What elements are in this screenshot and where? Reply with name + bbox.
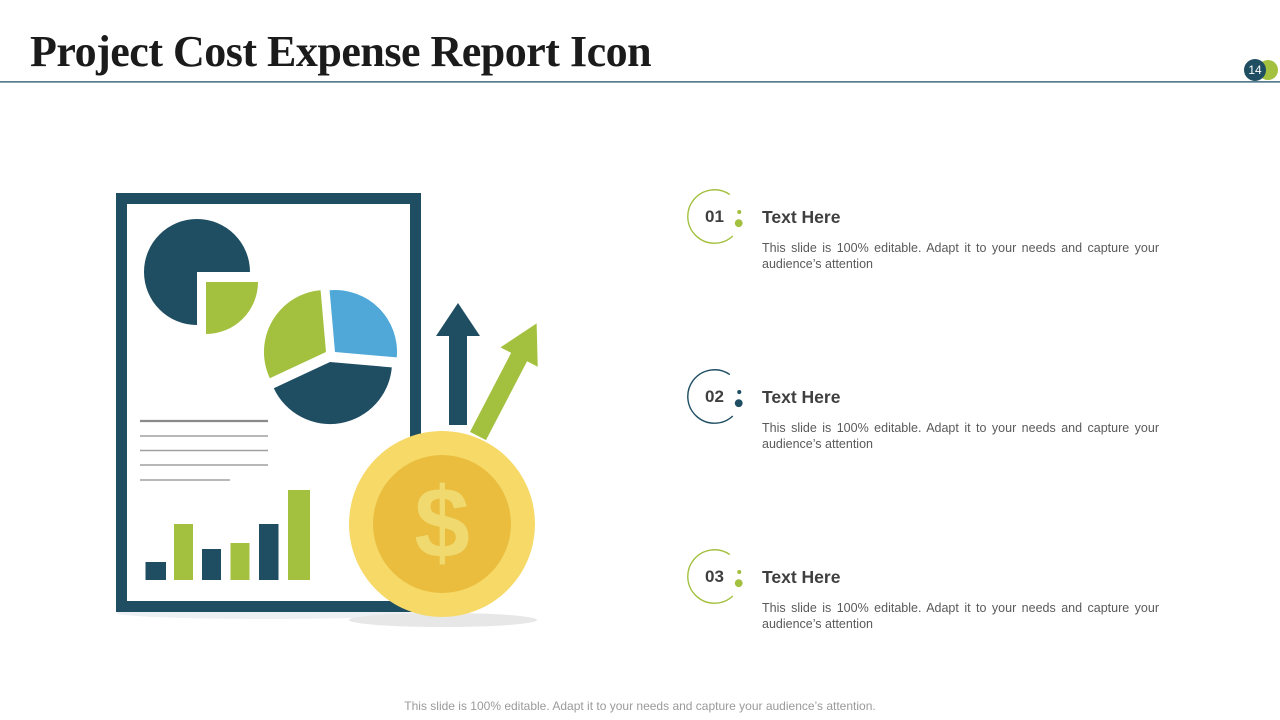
bar-chart-icon xyxy=(145,490,310,580)
dollar-symbol: $ xyxy=(414,467,470,579)
item-heading: Text Here xyxy=(762,207,841,227)
item-number: 02 xyxy=(705,387,724,406)
page-number-badge: 14 xyxy=(1244,59,1266,81)
text-lines xyxy=(140,419,268,481)
list-item-01: 01 Text Here This slide is 100% editable… xyxy=(686,188,1164,318)
footer-note: This slide is 100% editable. Adapt it to… xyxy=(404,699,876,713)
item-body-text: This slide is 100% editable. Adapt it to… xyxy=(762,601,1159,631)
number-badge-02: 02 xyxy=(686,368,743,425)
exploded-pie-chart-icon xyxy=(263,289,398,425)
list-item-03: 03 Text Here This slide is 100% editable… xyxy=(686,548,1164,678)
expense-report-illustration: $ xyxy=(116,193,538,627)
page-title: Project Cost Expense Report Icon xyxy=(30,27,652,76)
circle-outline-icon xyxy=(687,549,743,604)
pie-chart-icon xyxy=(144,219,258,334)
item-body-text: This slide is 100% editable. Adapt it to… xyxy=(762,241,1159,271)
circle-outline-icon xyxy=(687,189,743,244)
circle-outline-icon xyxy=(687,369,743,424)
title-underline xyxy=(0,81,1280,83)
number-badge-03: 03 xyxy=(686,548,743,605)
item-heading: Text Here xyxy=(762,567,841,587)
dollar-coin-icon: $ xyxy=(349,431,537,627)
up-arrow-icon xyxy=(436,303,480,425)
item-number: 01 xyxy=(705,207,724,226)
item-body-text: This slide is 100% editable. Adapt it to… xyxy=(762,421,1159,451)
item-number: 03 xyxy=(705,567,724,586)
list-item-02: 02 Text Here This slide is 100% editable… xyxy=(686,368,1164,498)
item-heading: Text Here xyxy=(762,387,841,407)
number-badge-01: 01 xyxy=(686,188,743,245)
growth-arrow-icon xyxy=(470,323,538,441)
